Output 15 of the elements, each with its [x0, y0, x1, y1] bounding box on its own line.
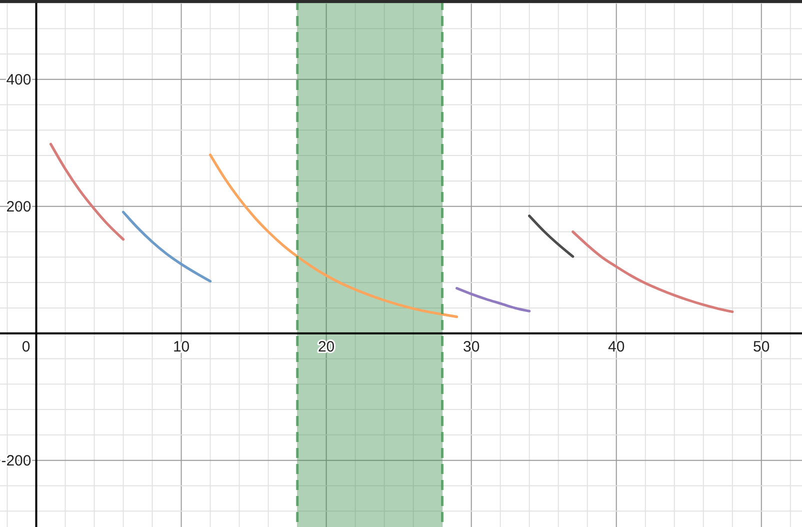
x-tick-label: 10 [172, 338, 190, 356]
x-tick-label: 20 [318, 338, 335, 356]
line-series [122, 210, 212, 283]
x-tick-label: 40 [608, 338, 625, 356]
x-tick-label: 0 [22, 338, 30, 356]
line-series [572, 230, 734, 314]
line-series [528, 214, 574, 258]
line-series [456, 286, 531, 312]
x-tick-label: 30 [462, 338, 480, 356]
line-series [49, 142, 125, 241]
y-tick-label: -200 [1, 452, 32, 470]
x-tick-label: 50 [753, 338, 770, 356]
y-tick-label: 200 [6, 198, 32, 216]
line-series [208, 154, 458, 318]
y-tick-label: 400 [6, 72, 32, 89]
